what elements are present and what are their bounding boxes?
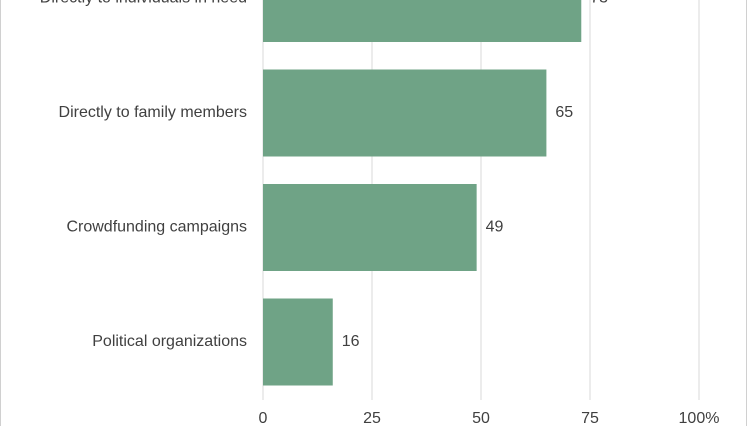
y-tick-label: Crowdfunding campaigns xyxy=(66,219,247,236)
value-label: 65 xyxy=(555,104,573,121)
x-tick-label: 25 xyxy=(363,410,381,426)
x-tick-label: 50 xyxy=(472,410,490,426)
bar xyxy=(263,298,333,386)
bar xyxy=(263,0,582,42)
bar xyxy=(263,69,547,157)
y-tick-label: Directly to family members xyxy=(59,104,247,121)
value-label: 49 xyxy=(486,219,504,236)
value-label: 73 xyxy=(590,0,608,7)
x-tick-label: 75 xyxy=(581,410,599,426)
value-label: 16 xyxy=(342,333,360,350)
y-tick-label: Directly to individuals in need xyxy=(40,0,247,7)
y-tick-label: Political organizations xyxy=(92,333,247,350)
x-tick-label: 100% xyxy=(679,410,720,426)
x-tick-label: 0 xyxy=(259,410,268,426)
bar xyxy=(263,184,477,271)
